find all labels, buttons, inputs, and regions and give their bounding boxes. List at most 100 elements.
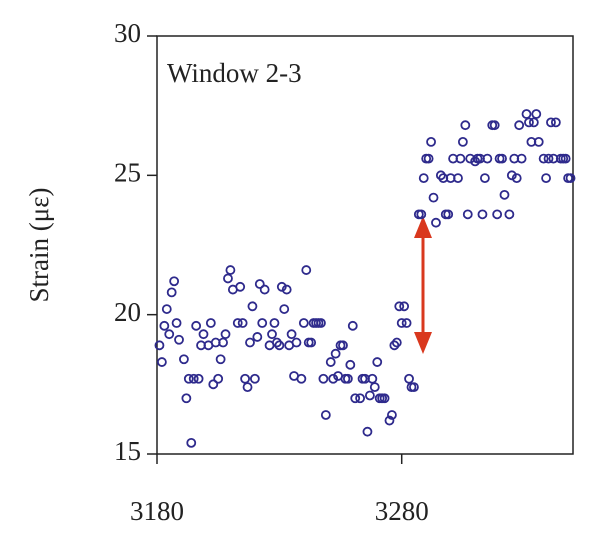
- point: [506, 170, 517, 181]
- point: [531, 109, 542, 119]
- point: [416, 209, 427, 220]
- point: [350, 393, 361, 404]
- point: [431, 217, 441, 228]
- point: [164, 329, 175, 340]
- point: [279, 304, 290, 314]
- point: [291, 337, 302, 348]
- point: [237, 318, 248, 328]
- point: [156, 357, 167, 367]
- point: [543, 153, 554, 164]
- point: [455, 153, 466, 164]
- point: [541, 173, 551, 184]
- point: [318, 373, 329, 384]
- point: [274, 340, 285, 351]
- point: [516, 153, 527, 164]
- point: [259, 284, 270, 295]
- point: [443, 209, 454, 220]
- point: [389, 340, 400, 351]
- point: [174, 334, 184, 345]
- point: [418, 173, 429, 184]
- point: [511, 173, 522, 184]
- point: [453, 173, 463, 184]
- point: [254, 279, 265, 289]
- point: [342, 373, 353, 384]
- point: [281, 284, 292, 295]
- point: [470, 156, 481, 167]
- point: [252, 332, 263, 342]
- point: [546, 117, 556, 128]
- point: [497, 153, 507, 164]
- point: [191, 320, 202, 331]
- point: [267, 329, 277, 340]
- point: [345, 359, 356, 370]
- point: [477, 209, 488, 220]
- point: [338, 340, 348, 351]
- point: [391, 337, 402, 348]
- point: [482, 153, 493, 164]
- y-tick-label: 15: [114, 436, 141, 466]
- point: [225, 265, 236, 275]
- point: [355, 393, 366, 404]
- point: [272, 337, 282, 348]
- y-tick-label: 25: [114, 158, 141, 188]
- point: [186, 437, 197, 448]
- point: [489, 120, 500, 131]
- point: [298, 318, 309, 328]
- point: [504, 209, 515, 220]
- point: [480, 173, 490, 184]
- arrow: [414, 216, 432, 354]
- y-tick-label: 20: [114, 297, 141, 327]
- point: [218, 337, 228, 348]
- point: [514, 120, 525, 131]
- point: [401, 318, 412, 328]
- point: [193, 373, 204, 384]
- point: [372, 357, 383, 367]
- point: [159, 320, 170, 331]
- point: [499, 189, 510, 200]
- x-tick-label: 3280: [375, 496, 429, 526]
- point: [232, 318, 243, 328]
- point: [171, 318, 182, 328]
- point: [396, 318, 407, 328]
- point: [330, 348, 341, 359]
- point: [245, 337, 255, 348]
- point: [367, 373, 378, 384]
- point: [301, 265, 312, 275]
- y-axis-label: Strain (με): [24, 187, 54, 302]
- point: [492, 209, 503, 220]
- point: [286, 329, 297, 340]
- point: [169, 276, 180, 287]
- point: [205, 318, 216, 328]
- point: [387, 410, 397, 420]
- point: [457, 136, 468, 147]
- point: [409, 382, 419, 393]
- annotation: Window 2-3: [167, 58, 302, 88]
- point: [198, 329, 209, 340]
- point: [428, 192, 439, 203]
- point: [188, 373, 199, 384]
- point: [166, 287, 177, 298]
- point: [435, 170, 446, 181]
- point: [384, 415, 395, 426]
- point: [296, 373, 307, 384]
- point: [179, 354, 189, 365]
- point: [183, 373, 194, 384]
- point: [524, 117, 534, 128]
- point: [379, 393, 390, 404]
- plot-frame: [156, 35, 574, 455]
- point: [257, 318, 268, 328]
- point: [154, 340, 165, 351]
- point: [215, 354, 226, 365]
- point: [161, 304, 172, 314]
- point: [426, 136, 436, 147]
- point: [399, 301, 410, 312]
- point: [325, 357, 336, 367]
- point: [208, 379, 219, 390]
- point: [235, 281, 246, 292]
- point: [240, 373, 250, 384]
- point: [306, 337, 317, 348]
- point: [364, 390, 375, 401]
- point: [220, 329, 231, 340]
- point: [362, 426, 373, 437]
